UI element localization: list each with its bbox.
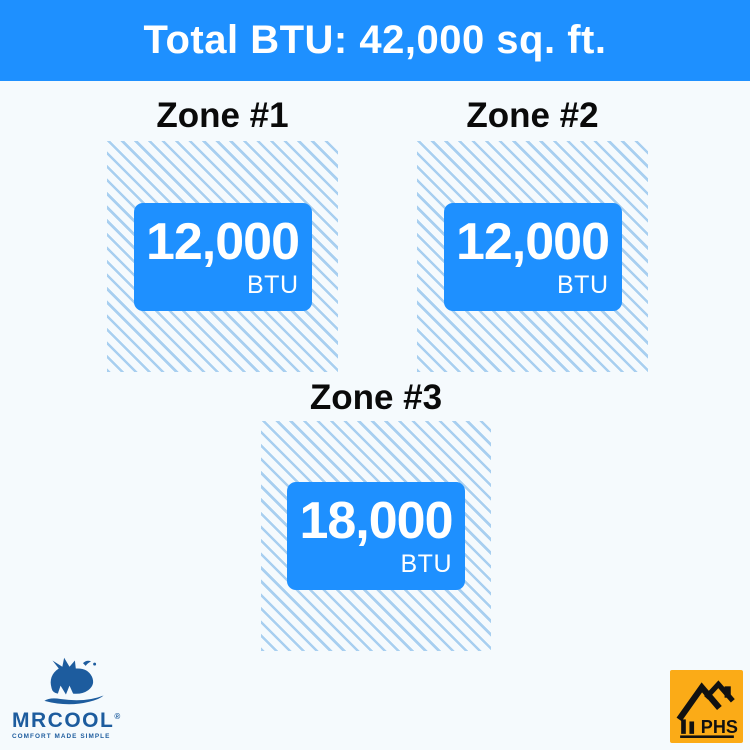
- registered-mark: ®: [114, 712, 121, 721]
- header-banner: Total BTU: 42,000 sq. ft.: [0, 0, 750, 81]
- phs-label: PHS: [700, 716, 737, 736]
- zone-3-label: Zone #3: [309, 378, 443, 417]
- zone-3-btu-badge: 18,000 BTU: [287, 482, 465, 590]
- zone-1-btu-badge: 12,000 BTU: [133, 202, 312, 311]
- phs-underline: [679, 734, 734, 738]
- phs-house-icon: PHS: [676, 679, 737, 738]
- zone-2-btu-unit: BTU: [557, 270, 609, 299]
- mrcool-penguin-icon: [44, 657, 104, 705]
- zone-1-area: 12,000 BTU: [107, 141, 338, 372]
- mrcool-wordmark: MRCOOL®: [12, 710, 130, 731]
- mrcool-wordmark-text: MRCOOL: [12, 709, 115, 732]
- mrcool-tagline: COMFORT MADE SIMPLE: [12, 733, 111, 740]
- zone-1-label: Zone #1: [156, 96, 289, 135]
- zone-3-btu-unit: BTU: [400, 550, 452, 578]
- zone-3-btu-value: 18,000: [299, 492, 453, 550]
- zone-2-area: 12,000 BTU: [417, 141, 648, 372]
- zone-1-btu-value: 12,000: [145, 212, 300, 271]
- zone-2-btu-badge: 12,000 BTU: [443, 202, 622, 311]
- zone-2-label: Zone #2: [466, 96, 599, 135]
- mrcool-logo: MRCOOL® COMFORT MADE SIMPLE: [12, 656, 130, 740]
- zone-3-area: 18,000 BTU: [261, 421, 491, 651]
- zone-1-btu-unit: BTU: [247, 270, 299, 299]
- phs-logo: PHS: [670, 670, 743, 743]
- zone-2-btu-value: 12,000: [455, 212, 610, 271]
- header-title: Total BTU: 42,000 sq. ft.: [143, 18, 607, 62]
